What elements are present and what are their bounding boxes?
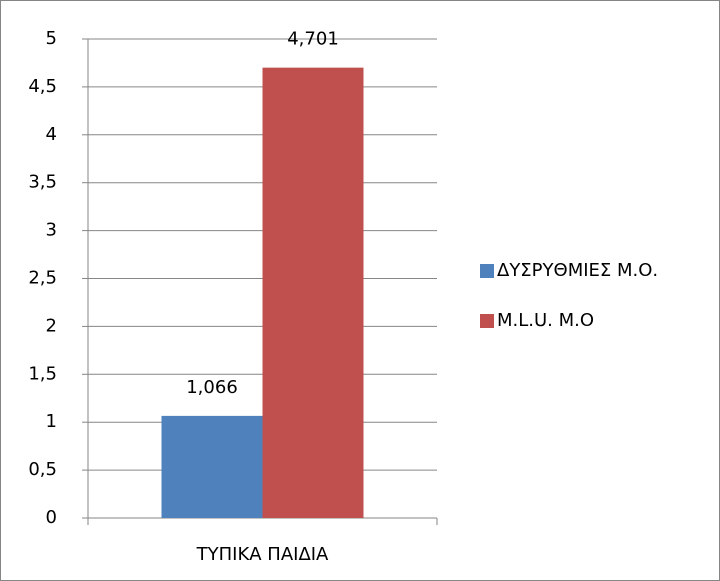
- bar: [161, 415, 263, 518]
- y-tick-label: 2: [46, 315, 57, 336]
- data-label: 1,066: [186, 377, 238, 398]
- y-tick-label: 4,5: [28, 76, 57, 97]
- legend-swatch: [480, 314, 494, 328]
- bar: [262, 67, 364, 519]
- legend-swatch: [480, 264, 494, 278]
- x-tick-label: ΤΥΠΙΚΑ ΠΑΙΔΙΑ: [196, 544, 329, 565]
- y-tick-label: 5: [46, 28, 57, 49]
- y-tick-label: 0: [46, 507, 57, 528]
- y-tick-label: 0,5: [28, 459, 57, 480]
- data-label: 4,701: [287, 29, 339, 50]
- y-tick-label: 4: [46, 124, 57, 145]
- legend-label: M.L.U. Μ.Ο: [497, 310, 594, 331]
- bars: [161, 67, 364, 519]
- y-tick-label: 1: [46, 411, 57, 432]
- y-tick-label: 2,5: [28, 268, 57, 289]
- y-tick-label: 3: [46, 220, 57, 241]
- y-tick-label: 3,5: [28, 172, 57, 193]
- y-tick-label: 1,5: [28, 363, 57, 384]
- legend-label: ΔΥΣΡΥΘΜΙΕΣ Μ.Ο.: [497, 260, 658, 281]
